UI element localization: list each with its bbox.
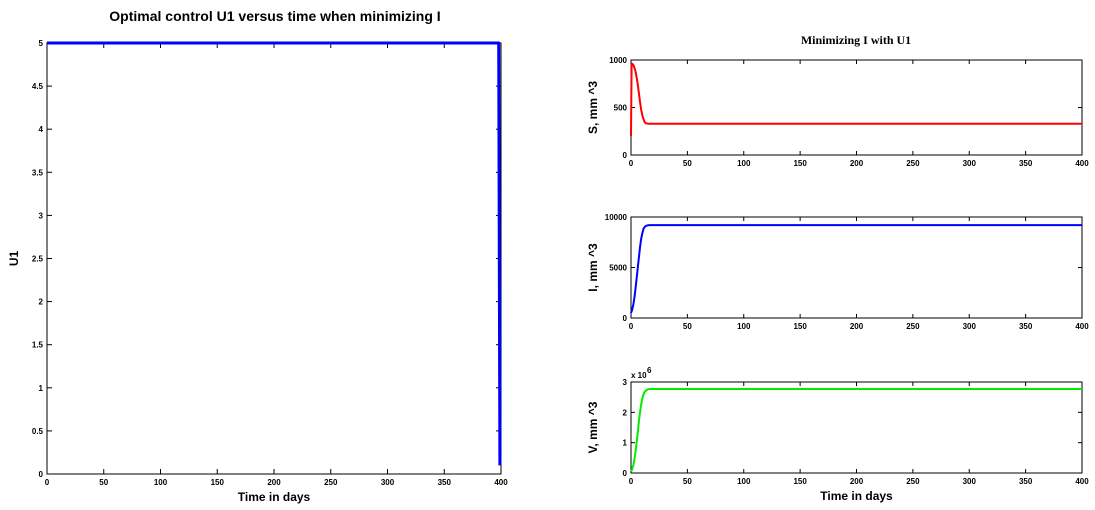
- x-tick-label: 100: [154, 478, 168, 487]
- chart-2: 0 50 100 150 200 250 300 350 400 0 500 1000 S, mm ^3: [586, 56, 1089, 168]
- x-tick-label: 50: [683, 159, 692, 168]
- x-tick-label: 0: [629, 477, 634, 486]
- y-tick-label: 4: [39, 125, 44, 134]
- x-tick-label: 400: [1075, 322, 1089, 331]
- x-tick-label: 400: [1075, 477, 1089, 486]
- x-tick-label: 0: [629, 159, 634, 168]
- x-tick-label: 250: [906, 159, 920, 168]
- x-axis-label: Time in days: [820, 489, 893, 503]
- axes-frame: [630, 59, 1083, 156]
- x-tick-label: 200: [850, 322, 864, 331]
- x-tick-label: 50: [683, 477, 692, 486]
- x-tick-label: 150: [793, 322, 807, 331]
- y-tick-label: 2: [39, 298, 44, 307]
- y-tick-label: 2.5: [32, 255, 44, 264]
- x-tick-label: 250: [324, 478, 338, 487]
- x-tick-label: 300: [963, 322, 977, 331]
- x-tick-label: 350: [1019, 159, 1033, 168]
- x-tick-label: 150: [211, 478, 225, 487]
- series-line: [47, 41, 502, 466]
- axis-multiplier: x 10: [631, 371, 647, 380]
- y-axis-label: V, mm ^3: [586, 401, 600, 453]
- y-tick-label: 0: [39, 470, 44, 479]
- y-tick-label: 5: [39, 39, 44, 48]
- series-line: [630, 224, 1082, 314]
- x-tick-label: 100: [737, 159, 751, 168]
- x-tick-label: 350: [1019, 322, 1033, 331]
- y-tick-label: 3: [623, 378, 628, 387]
- right-chart-title: Minimizing I with U1: [801, 33, 911, 47]
- chart-1: 0 50 100 150 200 250 300 350 400 0 0.5 1 1.5 2 2.5 3 3.5…: [7, 39, 508, 504]
- x-tick-label: 200: [850, 477, 864, 486]
- axes-frame: [630, 381, 1083, 474]
- y-tick-label: 3.5: [32, 168, 44, 177]
- x-tick-label: 300: [381, 478, 395, 487]
- series-line: [630, 62, 1082, 137]
- x-tick-label: 400: [494, 478, 508, 487]
- x-tick-label: 50: [99, 478, 108, 487]
- y-tick-label: 1000: [609, 56, 627, 65]
- x-tick-label: 50: [683, 322, 692, 331]
- x-tick-label: 350: [1019, 477, 1033, 486]
- x-axis-label: Time in days: [238, 490, 311, 504]
- series-line: [630, 388, 1082, 472]
- y-axis-label: I, mm ^3: [586, 243, 600, 292]
- y-tick-label: 2: [623, 408, 628, 417]
- x-tick-label: 150: [793, 159, 807, 168]
- y-tick-label: 0: [623, 151, 628, 160]
- x-tick-label: 250: [906, 477, 920, 486]
- y-tick-label: 1: [623, 439, 628, 448]
- x-tick-label: 200: [267, 478, 281, 487]
- x-tick-label: 300: [963, 477, 977, 486]
- y-axis-label: S, mm ^3: [586, 81, 600, 134]
- y-axis-label: U1: [7, 251, 21, 267]
- y-tick-label: 5000: [609, 264, 627, 273]
- y-tick-label: 4.5: [32, 82, 44, 91]
- x-tick-label: 100: [737, 322, 751, 331]
- left-chart-title: Optimal control U1 versus time when mini…: [109, 8, 440, 24]
- axes-frame: [630, 216, 1083, 319]
- y-tick-label: 500: [614, 104, 628, 113]
- x-tick-label: 0: [45, 478, 50, 487]
- axis-multiplier-exponent: 6: [647, 366, 652, 375]
- x-tick-label: 350: [438, 478, 452, 487]
- y-tick-label: 0.5: [32, 427, 44, 436]
- x-tick-label: 100: [737, 477, 751, 486]
- chart-3: 0 50 100 150 200 250 300 350 400 0 5000 10000 I, mm …: [586, 213, 1089, 331]
- x-tick-label: 200: [850, 159, 864, 168]
- y-tick-label: 0: [623, 469, 628, 478]
- y-tick-label: 3: [39, 211, 44, 220]
- x-tick-label: 300: [963, 159, 977, 168]
- chart-4: 0 50 100 150 200 250 300 350 400 0 1 2 3 V, mm ^3 Time…: [586, 366, 1089, 503]
- y-tick-label: 1: [39, 384, 44, 393]
- x-tick-label: 400: [1075, 159, 1089, 168]
- x-tick-label: 0: [629, 322, 634, 331]
- y-tick-label: 10000: [605, 213, 628, 222]
- y-tick-label: 0: [623, 314, 628, 323]
- y-tick-label: 1.5: [32, 341, 44, 350]
- x-tick-label: 250: [906, 322, 920, 331]
- axes-frame: [46, 42, 502, 475]
- x-tick-label: 150: [793, 477, 807, 486]
